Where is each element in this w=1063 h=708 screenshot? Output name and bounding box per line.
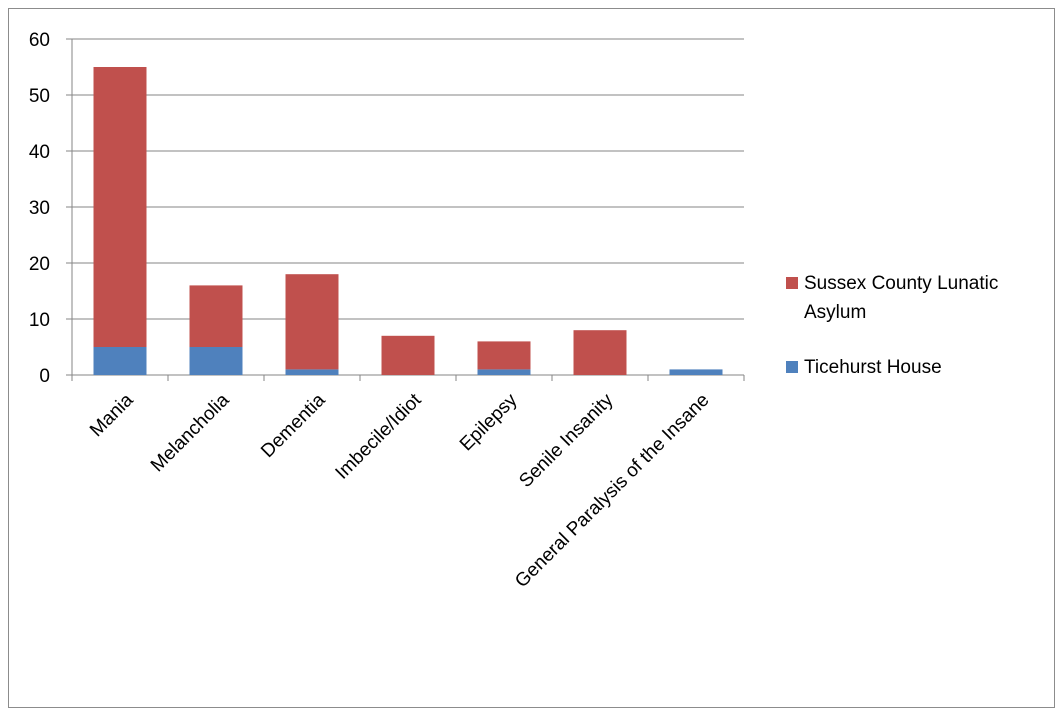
chart-frame: [8, 8, 1055, 708]
bar-sussex-county-lunatic-asylum: [381, 335, 435, 375]
y-tick-labels: 0 10 20 30 40 50 60: [29, 30, 50, 387]
y-tick-label: 40: [29, 142, 50, 163]
legend: Sussex County Lunatic Asylum Ticehurst Hou…: [786, 273, 998, 378]
x-tick-label: Melancholia: [147, 389, 234, 476]
bar-sussex-county-lunatic-asylum: [573, 330, 627, 375]
bar-ticehurst-house: [189, 347, 243, 375]
x-tick-label: General Paralysis of the Insane: [511, 390, 713, 592]
x-tick-label: Senile Insanity: [515, 389, 618, 492]
axes: [66, 38, 745, 381]
y-tick-label: 20: [29, 254, 50, 275]
y-tick-label: 50: [29, 86, 50, 107]
bar-sussex-county-lunatic-asylum: [285, 274, 339, 370]
bar-ticehurst-house: [477, 369, 531, 375]
bars: [93, 67, 723, 375]
bar-ticehurst-house: [93, 347, 147, 375]
legend-swatch-ticehurst-house: [786, 361, 798, 373]
x-tick-label: Imbecile/Idiot: [332, 389, 427, 484]
bar-sussex-county-lunatic-asylum: [93, 67, 147, 347]
legend-label: Asylum: [804, 302, 866, 323]
y-tick-label: 30: [29, 198, 50, 219]
x-tick-labels: Mania Melancholia Dementia Imbecile/Idiot Ep…: [86, 389, 713, 592]
legend-label: Ticehurst House: [804, 357, 942, 378]
x-tick-label: Mania: [86, 389, 138, 441]
bar-sussex-county-lunatic-asylum: [189, 285, 243, 347]
stacked-bar-chart: 0 10 20 30 40 50 60 Mania Melancholia Dementia Im…: [29, 30, 998, 592]
y-tick-label: 0: [39, 366, 50, 387]
legend-label: Sussex County Lunatic: [804, 273, 998, 294]
x-tick-label: Epilepsy: [456, 389, 522, 455]
gridlines: [72, 38, 744, 320]
y-tick-label: 10: [29, 310, 50, 331]
bar-ticehurst-house: [669, 369, 723, 375]
bar-sussex-county-lunatic-asylum: [477, 341, 531, 370]
bar-ticehurst-house: [285, 369, 339, 375]
x-tick-label: Dementia: [257, 389, 330, 462]
legend-swatch-sussex-county-lunatic-asylum: [786, 277, 798, 289]
y-tick-label: 60: [29, 30, 50, 51]
